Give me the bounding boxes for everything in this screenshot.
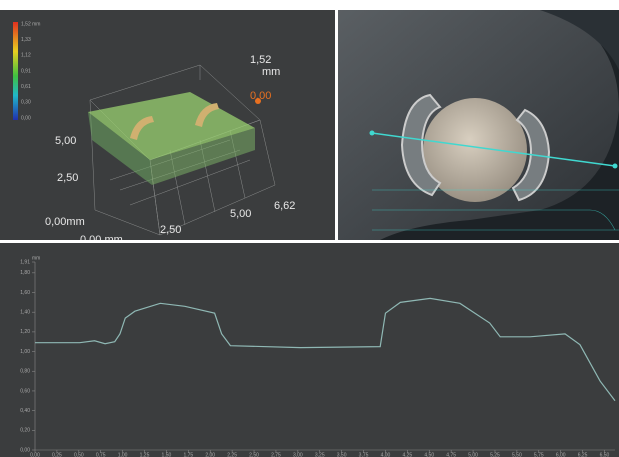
x-tick-label: 2,25	[227, 452, 237, 457]
x-tick-label: 6,25	[578, 452, 588, 457]
y-tick-label: 0,20	[20, 428, 30, 434]
x-tick-label: 3,25	[315, 452, 325, 457]
y-tick-label: 1,91	[20, 259, 30, 265]
surface-panel: 1,52 mm 0,00 5,00 2,50 0,00mm 0,00 mm 2,…	[0, 10, 335, 246]
bracket	[400, 93, 442, 197]
profile-line	[35, 297, 616, 402]
scale-labels: 1,52 mm 1,33 1,12 0,91 0,61 0,30 0,00	[21, 21, 40, 121]
axis-label: 5,00	[230, 208, 251, 220]
scale-label: 0,00	[21, 115, 31, 121]
scale-label: 0,30	[21, 100, 31, 106]
axis-label: 2,50	[160, 224, 181, 236]
x-tick-label: 1,50	[162, 452, 172, 457]
y-tick-label: 0,80	[20, 369, 30, 375]
axis-label: 2,50	[57, 172, 78, 184]
x-tick-label: 0,25	[52, 452, 62, 457]
y-tick-label: 0,60	[20, 388, 30, 394]
surface-front	[150, 128, 255, 185]
x-tick-label: 4,75	[446, 452, 456, 457]
measure-line	[371, 132, 616, 167]
shadow	[540, 10, 619, 70]
x-tick-label: 3,50	[337, 452, 347, 457]
surface-side	[88, 112, 152, 185]
color-scale-bar	[13, 22, 18, 120]
peak	[195, 103, 219, 127]
handle[interactable]	[369, 130, 375, 136]
z-min: 0,00	[250, 90, 271, 102]
x-tick-label: 1,25	[140, 452, 150, 457]
peak	[130, 116, 154, 140]
x-tick-label: 4,00	[381, 452, 391, 457]
x-tick-label: 6,00	[556, 452, 566, 457]
x-tick-label: 3,00	[293, 452, 303, 457]
scale-label: 0,91	[21, 68, 31, 74]
y-tick-label: 1,60	[20, 290, 30, 296]
x-tick-label: 1,75	[183, 452, 193, 457]
x-tick-label: 3,75	[359, 452, 369, 457]
y-tick-label: 1,20	[20, 329, 30, 335]
x-tick-label: 0,75	[96, 452, 106, 457]
axis-label: 0,00mm	[45, 216, 85, 228]
y-tick-label: 1,40	[20, 310, 30, 316]
x-tick-label: 1,00	[118, 452, 128, 457]
axis-label: 5,00	[55, 135, 76, 147]
image-panel	[338, 10, 619, 240]
scale-label: 0,61	[21, 84, 31, 90]
scale-label: 1,12	[21, 53, 31, 59]
x-tick-label: 2,00	[205, 452, 215, 457]
disc	[423, 98, 527, 202]
handle[interactable]	[612, 163, 618, 169]
z-max: 1,52	[250, 54, 271, 66]
marker	[255, 98, 261, 104]
z-unit: mm	[262, 66, 280, 78]
y-tick-label: 0,40	[20, 408, 30, 414]
x-tick-label: 5,50	[512, 452, 522, 457]
x-tick-label: 5,75	[534, 452, 544, 457]
x-tick-label: 5,00	[468, 452, 478, 457]
scale-label: 1,33	[21, 37, 31, 43]
x-tick-label: 2,50	[249, 452, 259, 457]
x-tick-label: 4,50	[424, 452, 434, 457]
y-tick-label: 1,00	[20, 349, 30, 355]
y-tick-label: 0,00	[20, 447, 30, 453]
x-tick-label: 0,00	[30, 452, 40, 457]
x-tick-label: 2,75	[271, 452, 281, 457]
y-unit: mm	[32, 255, 40, 261]
scale-label: 1,52 mm	[21, 21, 40, 27]
profile-panel	[0, 243, 619, 457]
x-tick-label: 0,50	[74, 452, 84, 457]
axis-label: 6,62	[274, 200, 295, 212]
profile-plot: 0,00 0,20 0,40 0,60 0,80 1,00 1,20 1,40 1,60 1,80…	[20, 259, 616, 457]
axis-label: 0,00 mm	[80, 234, 123, 246]
x-tick-label: 4,25	[402, 452, 412, 457]
profile-overlay	[372, 189, 619, 231]
x-tick-label: 6,50	[600, 452, 610, 457]
x-tick-label: 5,25	[490, 452, 500, 457]
y-tick-label: 1,80	[20, 270, 30, 276]
